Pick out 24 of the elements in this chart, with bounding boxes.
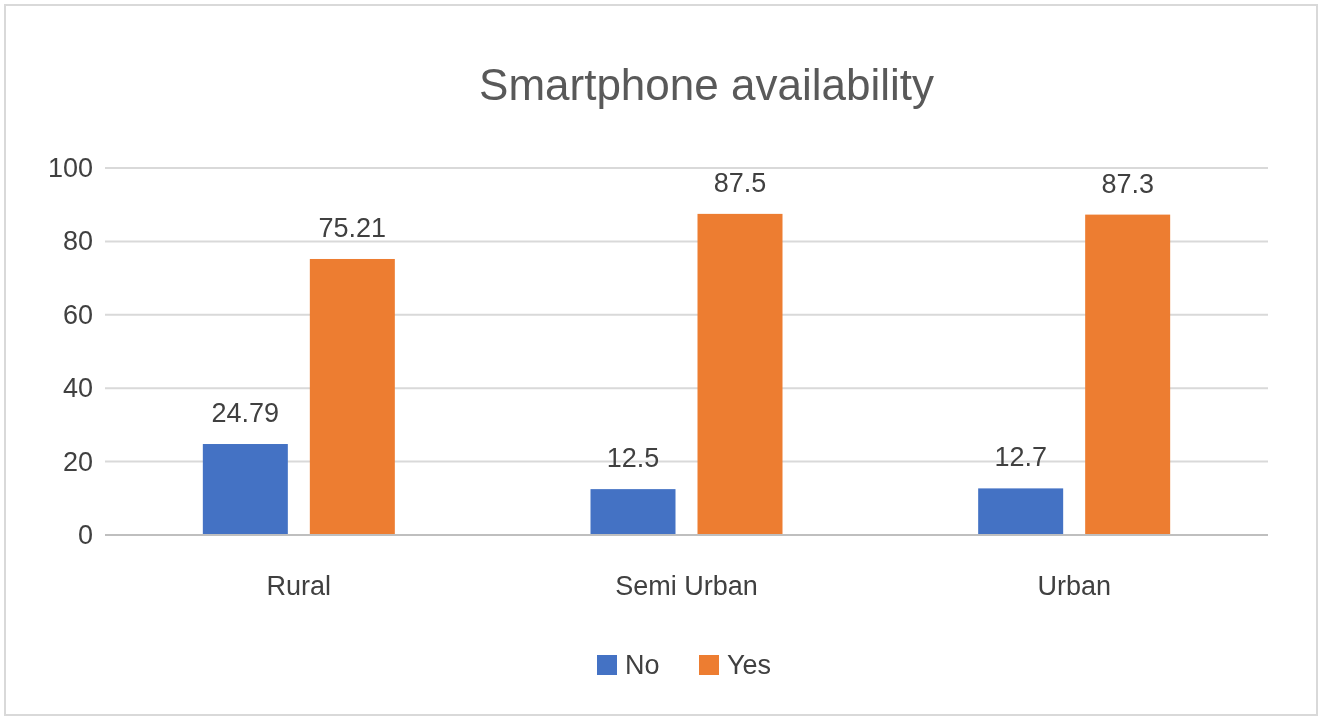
bar [697, 213, 783, 535]
data-label: 75.21 [318, 212, 387, 243]
legend-label: Yes [727, 650, 772, 680]
data-label: 12.7 [994, 442, 1047, 473]
bar [202, 444, 288, 535]
y-tick-label: 100 [47, 153, 93, 183]
data-label: 12.5 [606, 443, 660, 474]
chart-title: Smartphone availability [479, 60, 934, 109]
bar [1085, 214, 1171, 535]
bar [590, 489, 676, 535]
x-tick-label: Semi Urban [615, 571, 758, 601]
x-tick-label: Rural [266, 571, 332, 601]
bar [978, 488, 1064, 535]
y-tick-label: 80 [62, 226, 93, 257]
bar [309, 258, 395, 535]
y-tick-label: 60 [62, 299, 93, 330]
data-label: 24.79 [211, 398, 280, 429]
data-label: 87.3 [1101, 168, 1154, 199]
y-tick-label: 40 [62, 373, 93, 404]
legend-label: No [625, 650, 660, 680]
y-tick-label: 20 [62, 446, 93, 477]
data-label: 87.5 [713, 167, 767, 198]
y-tick-label: 0 [77, 520, 93, 550]
x-tick-label: Urban [1037, 571, 1111, 601]
